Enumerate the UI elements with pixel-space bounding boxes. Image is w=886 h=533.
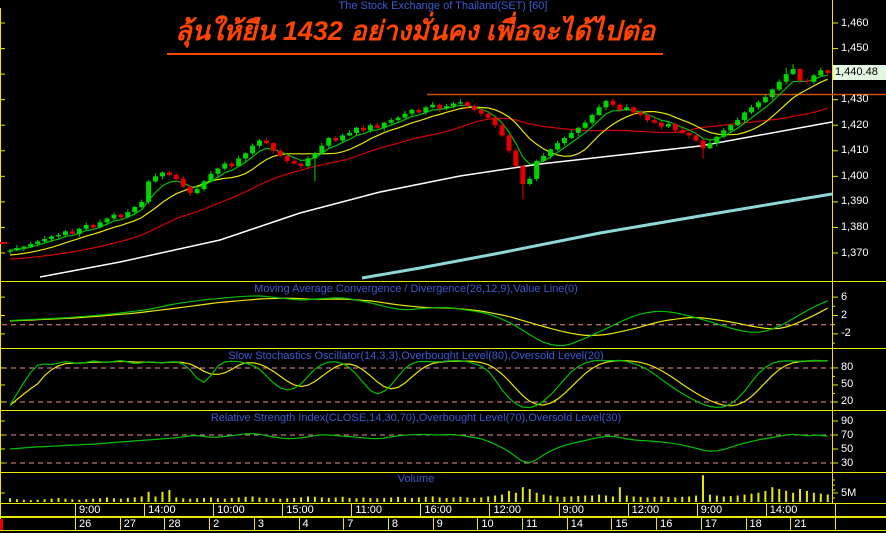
time-cell-filler: [834, 504, 886, 516]
time-cell-lead: [0, 504, 75, 516]
date-cell: 18: [745, 518, 791, 530]
macd-tick-label: -2: [841, 327, 851, 340]
volume-panel-title: Volume: [397, 473, 435, 485]
date-axis-row: 26 27 28 2 3 4 7 8 9 10 11 14 15 16 17 18 21: [0, 517, 886, 531]
date-cell: 10: [477, 518, 522, 530]
rsi-tick-label: 90: [841, 414, 854, 427]
date-cell-filler: [834, 518, 886, 530]
price-axis-label: 1,370: [841, 246, 869, 259]
time-cell: 14:00: [765, 504, 835, 516]
macd-tick-label: 2: [841, 309, 848, 321]
stochastic-panel-title: Slow Stochastics Oscillator(14,3,3),Over…: [228, 350, 604, 362]
date-cell-lead: [0, 518, 75, 530]
date-cell: 7: [343, 518, 388, 530]
stochastic-tick-label: 50: [841, 378, 854, 391]
date-cell: 8: [387, 518, 433, 530]
thai-title-wrap: ลุ้นให้ยืน 1432 อย่างมั่นคง เพื่อจะได้ไป…: [0, 9, 886, 55]
stochastic-tick-label: 80: [841, 361, 854, 374]
date-cell: 9: [432, 518, 478, 530]
time-cell: 9:00: [558, 504, 628, 516]
macd-panel-title: Moving Average Convergence / Divergence(…: [254, 283, 578, 295]
date-cell: 16: [656, 518, 701, 530]
date-cell: 2: [209, 518, 254, 530]
price-axis-label: 1,450: [841, 42, 869, 55]
rsi-tick-label: 50: [841, 442, 854, 455]
date-cell: 28: [164, 518, 209, 530]
time-cell: 16:00: [420, 504, 489, 516]
scroll-indicator[interactable]: [0, 519, 3, 530]
time-cell: 9:00: [696, 504, 766, 516]
time-cell: 10:00: [213, 504, 282, 516]
exchange-title: The Stock Exchange of Thailand(SET) [60]: [338, 0, 548, 12]
time-cell: 15:00: [282, 504, 351, 516]
date-cell: 17: [700, 518, 746, 530]
macd-tick-label: 6: [841, 290, 848, 303]
date-cell: 26: [75, 518, 120, 530]
date-cell: 11: [522, 518, 567, 530]
stochastic-tick-label: 20: [841, 395, 854, 408]
price-axis-label: 1,430: [841, 93, 869, 106]
rsi-tick-label: 30: [841, 456, 854, 469]
rsi-panel-title: Relative Strength Index(CLOSE,14,30,70),…: [210, 412, 622, 424]
date-cell: 27: [119, 518, 165, 530]
price-axis-label: 1,380: [841, 220, 869, 233]
rsi-tick-label: 70: [841, 428, 854, 441]
time-cell: 9:00: [75, 504, 144, 516]
time-cell: 12:00: [627, 504, 697, 516]
price-axis-label: 1,400: [841, 169, 869, 182]
date-cell: 4: [298, 518, 344, 530]
date-cell: 14: [566, 518, 612, 530]
date-cell: 21: [790, 518, 835, 530]
price-axis-label: 1,410: [841, 144, 869, 157]
price-axis-label: 1,460: [841, 16, 869, 29]
date-cell: 15: [611, 518, 656, 530]
time-cell: 12:00: [489, 504, 558, 516]
date-cell: 3: [253, 518, 299, 530]
chart-annotation-title: ลุ้นให้ยืน 1432 อย่างมั่นคง เพื่อจะได้ไป…: [167, 9, 663, 55]
price-axis-label: 1,390: [841, 195, 869, 208]
time-cell: 11:00: [351, 504, 420, 516]
price-axis-label: 1,420: [841, 118, 869, 131]
last-price-label: 1,440.48: [833, 65, 886, 80]
time-cell: 14:00: [144, 504, 213, 516]
time-axis-row: 9:00 14:00 10:00 15:00 11:00 16:00 12:00 9:00 12…: [0, 503, 886, 517]
volume-tick-label: 5M: [841, 486, 857, 499]
